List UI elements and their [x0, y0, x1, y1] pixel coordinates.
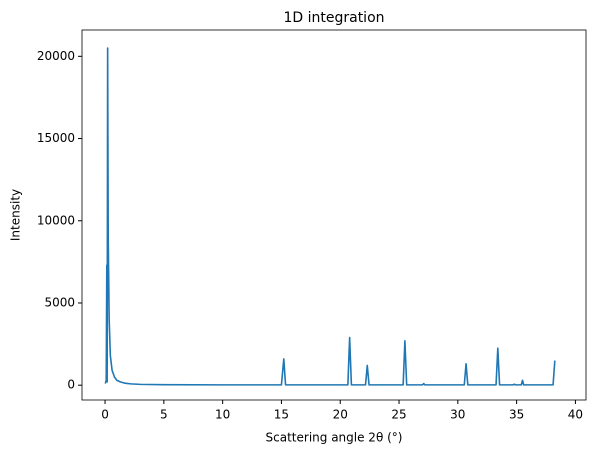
x-axis-label: Scattering angle 2θ (°) [266, 431, 403, 445]
x-tick-label: 15 [274, 408, 289, 422]
x-tick-label: 35 [509, 408, 524, 422]
y-tick-label: 5000 [44, 295, 75, 309]
x-tick-label: 20 [333, 408, 348, 422]
x-tick-label: 0 [101, 408, 109, 422]
y-tick-label: 10000 [37, 213, 75, 227]
data-line [104, 47, 556, 386]
plot-frame [81, 29, 587, 401]
x-tick-label: 10 [215, 408, 230, 422]
y-axis-label: Intensity [9, 189, 23, 241]
x-tick-label: 40 [568, 408, 583, 422]
chart-title: 1D integration [283, 10, 384, 26]
x-tick-label: 5 [160, 408, 168, 422]
y-tick-label: 20000 [37, 49, 75, 63]
x-tick-label: 30 [450, 408, 465, 422]
y-tick-label: 15000 [37, 131, 75, 145]
x-tick-label: 25 [391, 408, 406, 422]
y-tick-label: 0 [67, 378, 75, 392]
